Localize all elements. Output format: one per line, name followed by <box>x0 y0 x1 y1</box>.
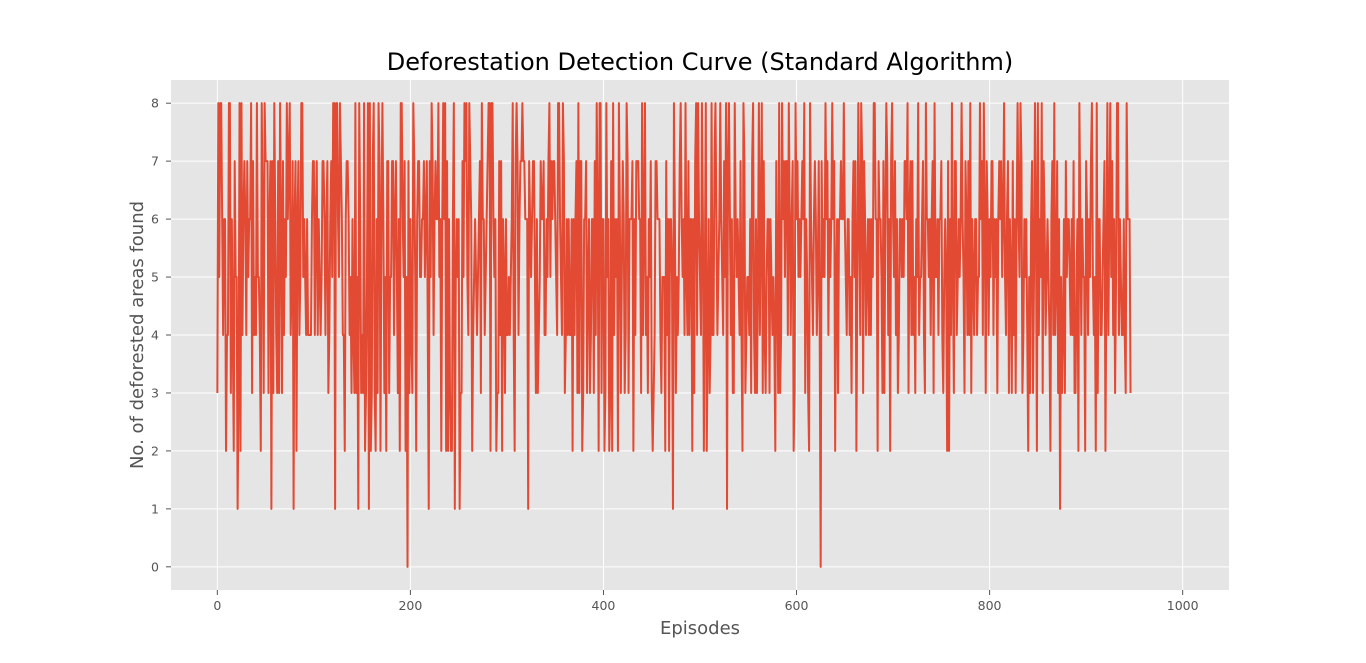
x-tick-label: 400 <box>592 598 616 613</box>
series-layer <box>216 102 1132 568</box>
x-axis-label: Episodes <box>660 618 740 639</box>
y-tick-label: 2 <box>151 443 159 458</box>
x-tick-label: 800 <box>978 598 1002 613</box>
y-tick-label: 0 <box>151 559 159 574</box>
y-tick-label: 8 <box>151 96 159 111</box>
x-axis-ticks: 0 200 400 600 800 1000 <box>213 590 1199 613</box>
y-tick-label: 3 <box>151 385 159 400</box>
x-tick-label: 600 <box>785 598 809 613</box>
y-axis-label: No. of deforested areas found <box>127 201 148 469</box>
series-line <box>216 102 1132 568</box>
x-tick-label: 1000 <box>1167 598 1199 613</box>
y-tick-label: 1 <box>151 501 159 516</box>
x-tick-label: 0 <box>213 598 221 613</box>
y-tick-label: 7 <box>151 154 159 169</box>
y-tick-label: 4 <box>151 328 159 343</box>
chart-title: Deforestation Detection Curve (Standard … <box>387 48 1013 76</box>
y-axis-ticks: 0 1 2 3 4 5 6 7 8 <box>151 96 171 574</box>
y-tick-label: 6 <box>151 212 159 227</box>
y-tick-label: 5 <box>151 270 159 285</box>
x-tick-label: 200 <box>398 598 422 613</box>
